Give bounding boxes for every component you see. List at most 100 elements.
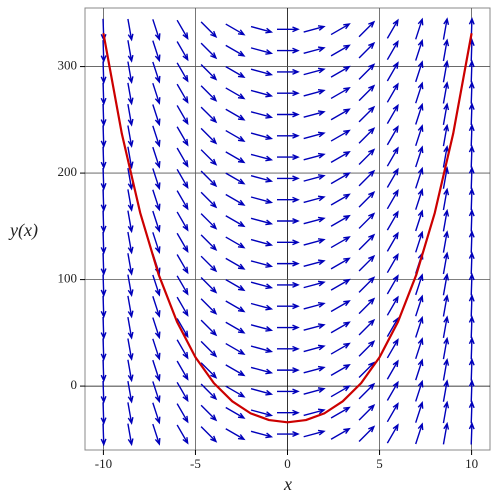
field-arrow: [176, 381, 189, 403]
field-arrow: [415, 60, 424, 83]
field-arrow: [100, 61, 107, 85]
field-arrow: [386, 210, 399, 231]
field-arrow: [225, 129, 246, 142]
field-arrow: [358, 20, 376, 38]
field-arrow: [225, 406, 246, 419]
field-arrow: [277, 175, 300, 182]
field-arrow: [442, 400, 450, 424]
field-arrow: [176, 105, 189, 126]
field-arrow: [176, 232, 189, 253]
field-arrow: [330, 385, 351, 398]
field-arrow: [152, 338, 161, 361]
field-arrow: [200, 426, 218, 443]
y-tick-label: 100: [58, 271, 78, 286]
field-arrow: [152, 40, 161, 63]
field-arrow: [442, 187, 450, 211]
field-arrow: [200, 298, 218, 315]
field-arrow: [127, 317, 134, 340]
x-tick-label: 0: [284, 456, 291, 471]
field-arrow: [277, 431, 300, 438]
field-arrow: [200, 21, 218, 38]
field-arrow: [415, 166, 424, 189]
field-arrow: [358, 212, 376, 229]
field-arrow: [468, 336, 475, 360]
field-arrow: [442, 294, 450, 317]
field-arrow: [277, 26, 300, 33]
field-arrow: [225, 300, 246, 313]
field-arrow: [303, 429, 326, 438]
field-arrow: [277, 388, 300, 395]
field-arrow: [358, 127, 376, 144]
field-arrow: [277, 409, 300, 416]
field-arrow: [415, 337, 424, 360]
field-arrow: [127, 231, 134, 255]
field-arrow: [152, 189, 161, 212]
field-arrow: [358, 105, 376, 123]
field-arrow: [127, 295, 134, 319]
field-arrow: [358, 318, 376, 336]
field-arrow: [303, 131, 326, 140]
field-arrow: [303, 88, 326, 97]
field-arrow: [468, 421, 475, 445]
field-arrow: [225, 44, 246, 57]
field-arrow: [176, 190, 189, 211]
field-arrow: [277, 260, 300, 267]
y-tick-label: 300: [58, 58, 78, 73]
field-arrow: [127, 40, 134, 63]
field-arrow: [468, 59, 475, 83]
field-arrow: [415, 209, 424, 232]
field-arrow: [442, 315, 450, 338]
field-arrow: [152, 317, 161, 340]
field-arrow: [330, 87, 351, 100]
field-arrow: [250, 175, 274, 183]
field-arrow: [358, 191, 376, 208]
field-arrow: [277, 68, 300, 75]
field-arrow: [100, 423, 107, 447]
field-arrow: [330, 44, 351, 57]
field-arrow: [100, 338, 107, 362]
field-arrow: [330, 363, 351, 376]
field-arrow: [127, 125, 134, 148]
field-arrow: [176, 83, 189, 104]
field-arrow: [303, 110, 326, 118]
field-arrow: [250, 366, 274, 375]
field-arrow: [277, 47, 300, 54]
field-arrow: [100, 210, 107, 234]
field-arrow: [415, 379, 424, 402]
y-tick-label: 200: [58, 164, 78, 179]
field-arrow: [442, 379, 450, 402]
field-arrow: [225, 215, 246, 228]
field-arrow: [330, 108, 351, 121]
field-arrow: [100, 146, 107, 170]
field-arrow: [152, 381, 161, 404]
field-arrow: [152, 402, 161, 425]
field-arrow: [386, 252, 399, 274]
field-arrow: [303, 25, 326, 33]
field-arrow: [468, 400, 475, 424]
field-arrow: [442, 38, 450, 62]
field-arrow: [330, 406, 351, 419]
field-arrow: [176, 403, 189, 424]
field-arrow: [250, 388, 274, 396]
field-arrow: [415, 422, 424, 445]
field-arrow: [358, 425, 376, 442]
field-arrow: [250, 68, 274, 77]
field-arrow: [303, 152, 326, 161]
field-arrow: [386, 338, 399, 359]
field-arrow: [200, 319, 218, 337]
field-arrow: [277, 154, 300, 161]
field-arrow: [152, 274, 161, 297]
field-arrow: [250, 111, 274, 119]
field-arrow: [468, 357, 475, 381]
field-arrow: [330, 214, 351, 227]
field-arrow: [176, 147, 189, 168]
field-arrow: [200, 213, 218, 230]
field-arrow: [303, 67, 326, 76]
field-arrow: [330, 150, 351, 163]
field-arrow: [100, 274, 107, 298]
field-arrow: [277, 196, 300, 203]
field-arrow: [127, 61, 134, 85]
field-arrow: [127, 274, 134, 298]
field-arrow: [127, 104, 134, 127]
field-arrow: [100, 231, 107, 255]
